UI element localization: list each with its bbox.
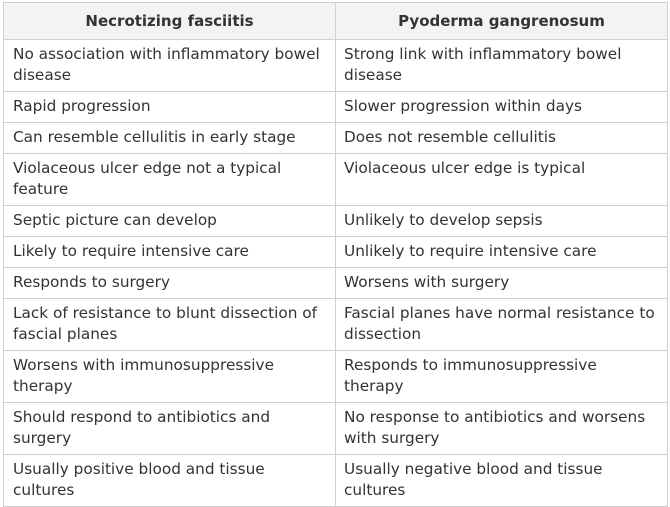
table-row: Should respond to antibiotics and surger… [3,402,668,455]
table-row: Lack of resistance to blunt dissection o… [3,298,668,351]
column-header-pyoderma-gangrenosum: Pyoderma gangrenosum [335,2,668,40]
table-row: Violaceous ulcer edge not a typical feat… [3,153,668,206]
table-cell: Responds to surgery [3,267,336,299]
table-row: Worsens with immunosuppressive therapy R… [3,350,668,403]
comparison-table: Necrotizing fasciitis Pyoderma gangrenos… [3,2,668,507]
table-cell: Slower progression within days [335,91,668,123]
table-cell: Lack of resistance to blunt dissection o… [3,298,336,351]
table-cell: Unlikely to develop sepsis [335,205,668,237]
table-cell: Worsens with surgery [335,267,668,299]
table-cell: No association with inflammatory bowel d… [3,39,336,92]
table-cell: Should respond to antibiotics and surger… [3,402,336,455]
table-cell: Unlikely to require intensive care [335,236,668,268]
table-cell: Responds to immunosuppressive therapy [335,350,668,403]
table-cell: Strong link with inflammatory bowel dise… [335,39,668,92]
table-cell: Violaceous ulcer edge not a typical feat… [3,153,336,206]
table-row: No association with inflammatory bowel d… [3,39,668,92]
table-row: Likely to require intensive care Unlikel… [3,236,668,268]
table-cell: No response to antibiotics and worsens w… [335,402,668,455]
table-row: Rapid progression Slower progression wit… [3,91,668,123]
table-row: Septic picture can develop Unlikely to d… [3,205,668,237]
table-cell: Fascial planes have normal resistance to… [335,298,668,351]
table-cell: Septic picture can develop [3,205,336,237]
table-cell: Usually negative blood and tissue cultur… [335,454,668,507]
table-cell: Worsens with immunosuppressive therapy [3,350,336,403]
table-cell: Rapid progression [3,91,336,123]
table-cell: Violaceous ulcer edge is typical [335,153,668,206]
table-row: Usually positive blood and tissue cultur… [3,454,668,507]
table-row: Responds to surgery Worsens with surgery [3,267,668,299]
table-cell: Usually positive blood and tissue cultur… [3,454,336,507]
table-row: Can resemble cellulitis in early stage D… [3,122,668,154]
table-header-row: Necrotizing fasciitis Pyoderma gangrenos… [3,2,668,40]
table-cell: Can resemble cellulitis in early stage [3,122,336,154]
table-cell: Likely to require intensive care [3,236,336,268]
column-header-necrotizing-fasciitis: Necrotizing fasciitis [3,2,336,40]
table-cell: Does not resemble cellulitis [335,122,668,154]
